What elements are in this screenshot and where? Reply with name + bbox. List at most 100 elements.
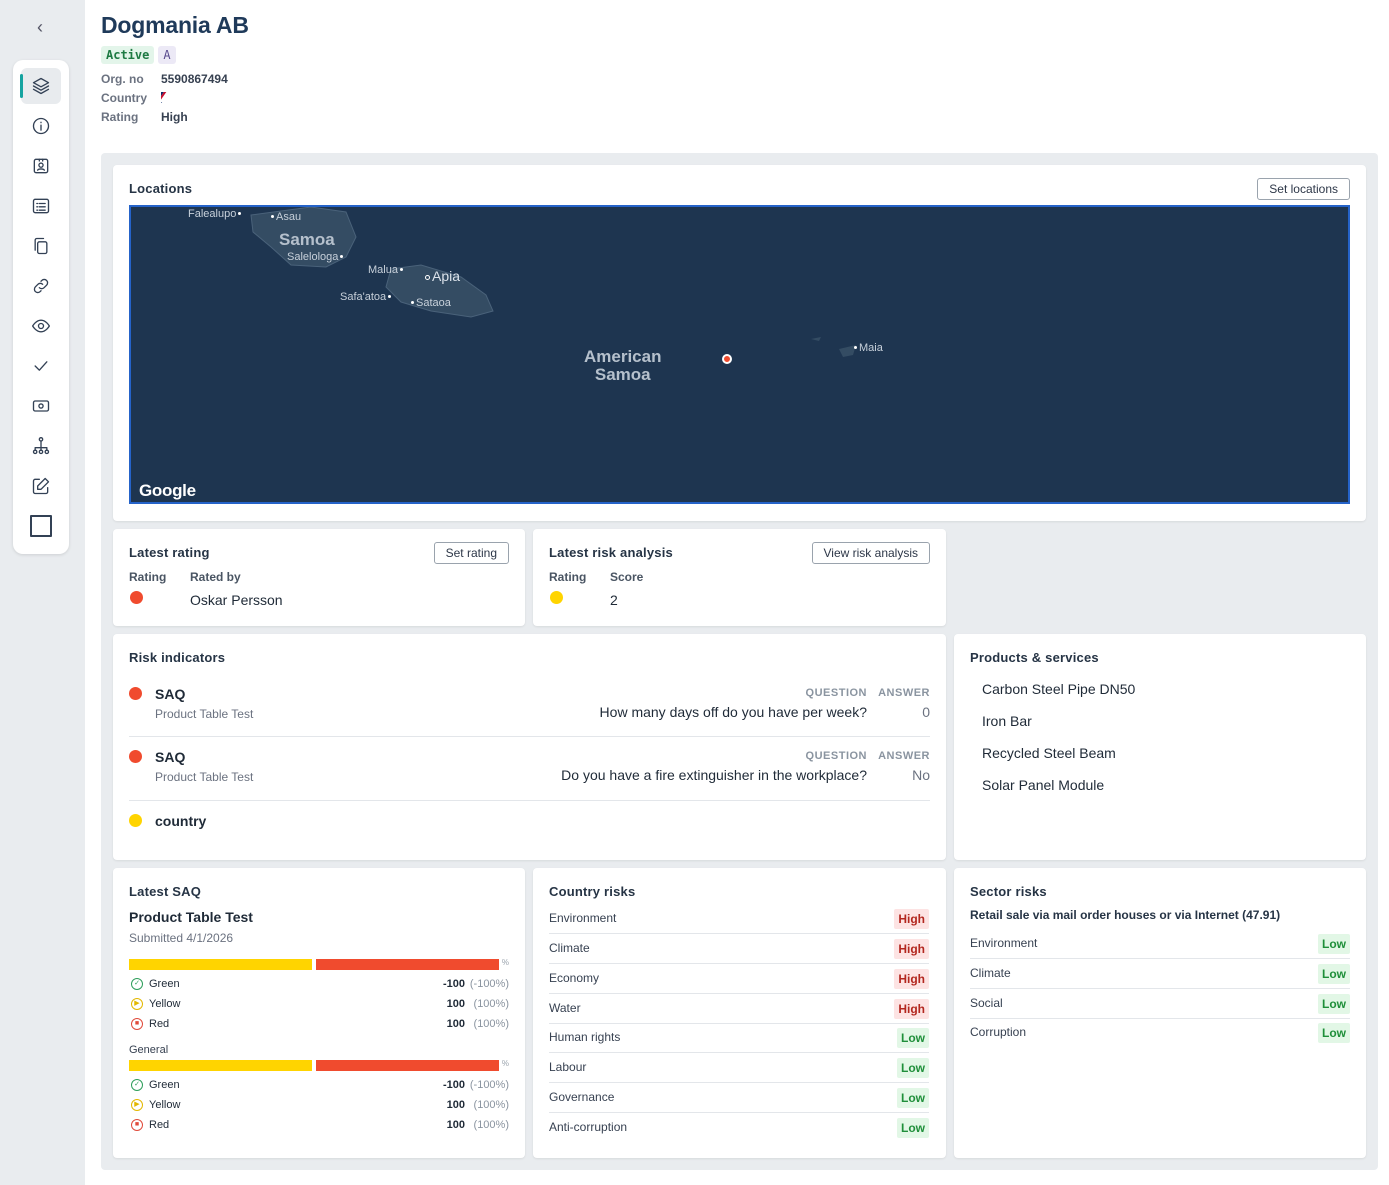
hierarchy-icon[interactable]: [21, 428, 61, 464]
products-services-title: Products & services: [970, 650, 1099, 665]
check-icon[interactable]: [21, 348, 61, 384]
yellow-segment: [129, 1060, 312, 1071]
map-label-asau: Asau: [269, 211, 301, 223]
content-area: Locations Set locations Falealupo Asau S…: [101, 153, 1378, 1170]
map-label-samoa: Samoa: [279, 230, 335, 249]
map-label-maia: Maia: [852, 342, 883, 354]
risk-indicator-dot: [129, 750, 142, 763]
risk-level-badge: Low: [1318, 1023, 1350, 1043]
location-marker-icon[interactable]: [722, 354, 732, 364]
risk-indicator-row[interactable]: country: [129, 813, 930, 835]
map-label-apia: Apia: [425, 268, 460, 284]
country-risks-card: Country risks Environment High Climate Hig…: [533, 868, 946, 1158]
risk-level-badge: Low: [897, 1058, 929, 1078]
country-risk-row: Economy High: [549, 964, 929, 994]
risk-indicator-answer: No: [912, 767, 930, 783]
view-risk-analysis-button[interactable]: View risk analysis: [811, 542, 930, 564]
saq-distribution-bar: %: [129, 958, 509, 971]
risk-level-badge: Low: [897, 1118, 929, 1138]
answer-header: ANSWER: [878, 687, 930, 699]
country-risks-title: Country risks: [549, 884, 636, 899]
green-check-icon: ✓: [131, 1079, 143, 1091]
contact-card-icon[interactable]: [21, 148, 61, 184]
collapse-chevron-icon[interactable]: ‹: [37, 17, 43, 37]
risk-indicator-source: country: [155, 813, 207, 829]
percent-sign: %: [501, 1059, 509, 1068]
risk-indicator-source: SAQ: [155, 749, 186, 765]
risk-level-badge: High: [894, 909, 929, 929]
risk-indicator-source: SAQ: [155, 686, 186, 702]
sector-risk-row: Corruption Low: [970, 1018, 1350, 1048]
general-row-green: ✓ Green -100 (-100%): [129, 1076, 509, 1096]
score-column-label: Score: [610, 570, 644, 584]
monitoring-eye-icon[interactable]: [21, 308, 61, 344]
locations-card: Locations Set locations Falealupo Asau S…: [113, 165, 1366, 521]
map-label-salelologa: Salelologa: [287, 251, 345, 263]
map-label-safatoa: Safa'atoa: [340, 291, 393, 303]
sector-risks-card: Sector risks Retail sale via mail order …: [954, 868, 1366, 1158]
product-item[interactable]: Recycled Steel Beam: [982, 745, 1116, 761]
yellow-play-icon: ▶: [131, 998, 143, 1010]
country-risk-row: Anti-corruption Low: [549, 1113, 929, 1143]
risk-indicator-answer: 0: [922, 704, 930, 720]
money-icon[interactable]: [21, 388, 61, 424]
rating-value: High: [161, 110, 188, 124]
rating-status-dot: [130, 591, 143, 604]
set-locations-button[interactable]: Set locations: [1257, 178, 1350, 200]
edit-icon[interactable]: [21, 468, 61, 504]
risk-level-badge: High: [894, 969, 929, 989]
product-item[interactable]: Iron Bar: [982, 713, 1032, 729]
country-risk-row: Water High: [549, 994, 929, 1024]
question-header: QUESTION: [805, 750, 867, 762]
info-icon[interactable]: [21, 108, 61, 144]
risk-indicator-row[interactable]: SAQ Product Table Test QUESTION ANSWER H…: [129, 686, 930, 734]
saq-row-yellow: ▶ Yellow 100 (100%): [129, 995, 509, 1015]
saq-row-red: ■ Red 100 (100%): [129, 1015, 509, 1035]
risk-level-badge: Low: [1318, 994, 1350, 1014]
sector-risks-title: Sector risks: [970, 884, 1047, 899]
saq-name[interactable]: Product Table Test: [129, 909, 253, 925]
sector-risk-row: Social Low: [970, 989, 1350, 1019]
risk-rating-column-label: Rating: [549, 570, 587, 584]
page-title: Dogmania AB: [101, 12, 249, 38]
risk-level-badge: Low: [897, 1028, 929, 1048]
rating-label: Rating: [101, 110, 139, 124]
country-risk-row: Climate High: [549, 934, 929, 964]
grade-badge: A: [158, 46, 176, 64]
square-icon[interactable]: [21, 508, 61, 544]
saq-row-green: ✓ Green -100 (-100%): [129, 975, 509, 995]
general-row-red: ■ Red 100 (100%): [129, 1116, 509, 1136]
risk-level-badge: Low: [1318, 934, 1350, 954]
latest-saq-card: Latest SAQ Product Table Test Submitted …: [113, 868, 525, 1158]
risk-indicators-card: Risk indicators SAQ Product Table Test Q…: [113, 634, 946, 860]
red-segment: [316, 959, 499, 970]
answer-header: ANSWER: [878, 750, 930, 762]
google-logo: Google: [139, 481, 196, 500]
locations-title: Locations: [129, 181, 193, 196]
link-icon[interactable]: [21, 268, 61, 304]
overview-layers-icon[interactable]: [20, 68, 61, 104]
country-risk-row: Labour Low: [549, 1053, 929, 1083]
product-item[interactable]: Carbon Steel Pipe DN50: [982, 681, 1136, 697]
general-section-label: General: [129, 1044, 169, 1056]
green-check-icon: ✓: [131, 978, 143, 990]
set-rating-button[interactable]: Set rating: [433, 542, 509, 564]
product-item[interactable]: Solar Panel Module: [982, 777, 1105, 793]
risk-indicator-row[interactable]: SAQ Product Table Test QUESTION ANSWER D…: [129, 749, 930, 797]
list-icon[interactable]: [21, 188, 61, 224]
risk-rating-status-dot: [550, 591, 563, 604]
red-stop-icon: ■: [131, 1018, 143, 1030]
status-badge: Active: [101, 46, 155, 64]
saq-submitted: Submitted 4/1/2026: [129, 931, 234, 945]
latest-risk-analysis-title: Latest risk analysis: [549, 545, 673, 560]
rating-column-label: Rating: [129, 570, 167, 584]
risk-indicator-dot: [129, 687, 142, 700]
location-map[interactable]: Falealupo Asau Samoa Salelologa Malua Ap…: [129, 205, 1350, 504]
risk-indicator-question: Do you have a fire extinguisher in the w…: [561, 767, 867, 783]
documents-icon[interactable]: [21, 228, 61, 264]
country-risk-row: Human rights Low: [549, 1023, 929, 1053]
latest-risk-analysis-card: Latest risk analysis View risk analysis …: [533, 529, 946, 626]
map-label-malua: Malua: [368, 264, 405, 276]
red-stop-icon: ■: [131, 1119, 143, 1131]
red-segment: [316, 1060, 499, 1071]
